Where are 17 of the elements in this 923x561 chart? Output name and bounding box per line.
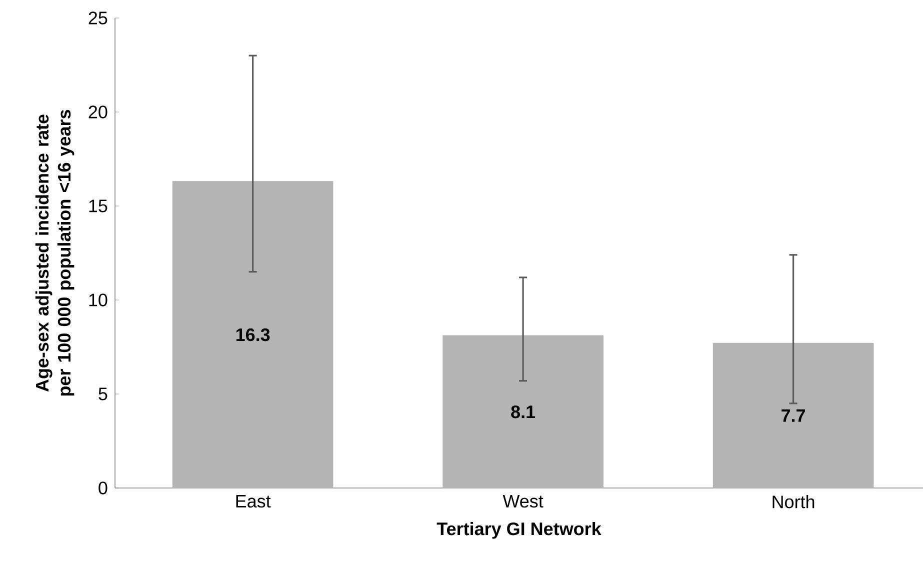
x-tick-label: West [502,495,544,508]
data-label: 7.7 [782,409,806,422]
x-tick-label: North [772,495,814,508]
bar [442,335,604,488]
y-tick-label: 0 [98,482,108,494]
bar [712,342,874,488]
y-tick-label: 10 [89,294,108,306]
y-tick-label: 25 [88,12,108,24]
y-tick-label: 5 [98,388,108,400]
x-axis-title: Tertiary GI Network [436,522,602,539]
y-tick-label: 20 [88,106,108,118]
data-label: 8.1 [511,405,536,418]
y-tick-label: 15 [89,200,108,212]
bar [172,181,334,488]
data-label: 16.3 [236,328,270,342]
y-axis-title: Age-sex adjusted incidence rate per 100 000 population <16 years [35,110,74,396]
x-tick-label: East [236,495,271,508]
